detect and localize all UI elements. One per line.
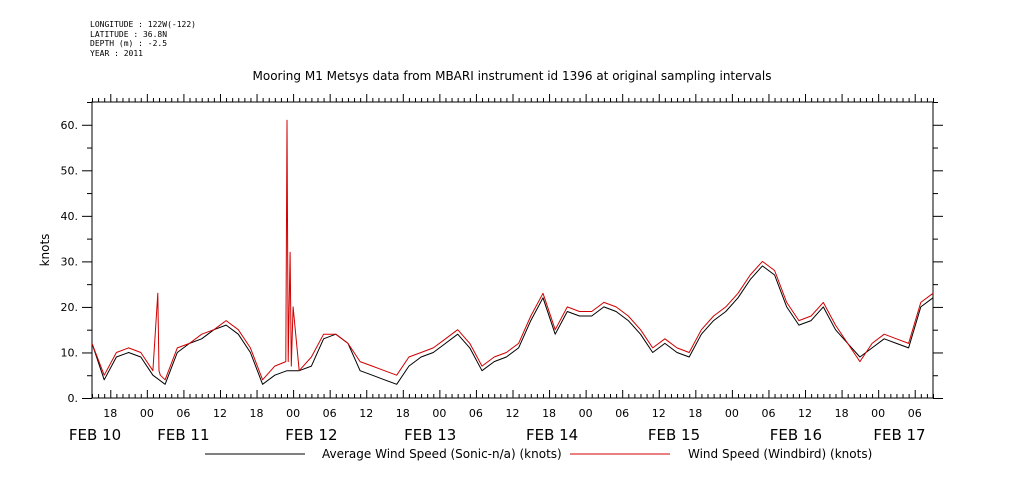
x-day-label: FEB 10 <box>69 426 121 444</box>
legend: Average Wind Speed (Sonic-n/a) (knots) W… <box>205 447 872 461</box>
x-day-label: FEB 15 <box>648 426 700 444</box>
x-hour-tick-label: 06 <box>761 407 775 420</box>
x-hour-tick-label: 12 <box>506 407 520 420</box>
y-tick-label: 10. <box>61 346 79 359</box>
series-group <box>91 119 934 385</box>
metadata-block: LONGITUDE : 122W(-122) LATITUDE : 36.8N DE… <box>90 20 196 58</box>
x-hour-tick-label: 18 <box>250 407 264 420</box>
y-tick-label: 40. <box>61 210 79 223</box>
x-hour-tick-label: 18 <box>396 407 410 420</box>
series-line-windbird-wind-speed <box>91 119 934 381</box>
x-hour-tick-label: 00 <box>725 407 739 420</box>
chart-title: Mooring M1 Metsys data from MBARI instru… <box>253 69 772 83</box>
x-hour-tick-label: 18 <box>542 407 556 420</box>
x-hour-tick-label: 18 <box>835 407 849 420</box>
x-day-label: FEB 17 <box>873 426 925 444</box>
legend-label-average: Average Wind Speed (Sonic-n/a) (knots) <box>322 447 562 461</box>
y-tick-label: 20. <box>61 301 79 314</box>
longitude-label: LONGITUDE : 122W(-122) <box>90 20 196 29</box>
x-hour-tick-label: 06 <box>615 407 629 420</box>
x-day-label: FEB 12 <box>285 426 337 444</box>
depth-label: DEPTH (m) : -2.5 <box>90 39 168 48</box>
latitude-label: LATITUDE : 36.8N <box>90 29 168 39</box>
x-hour-tick-label: 06 <box>469 407 483 420</box>
year-label: YEAR : 2011 <box>90 48 143 58</box>
x-hour-tick-label: 00 <box>579 407 593 420</box>
y-tick-label: 50. <box>61 164 79 177</box>
y-axis-label: knots <box>38 234 52 267</box>
x-hour-tick-label: 00 <box>140 407 154 420</box>
x-day-label: FEB 11 <box>157 426 209 444</box>
x-hour-tick-label: 12 <box>798 407 812 420</box>
x-hour-tick-label: 12 <box>652 407 666 420</box>
y-tick-label: 0. <box>68 392 79 405</box>
y-tick-label: 60. <box>61 119 79 132</box>
x-hour-tick-label: 00 <box>286 407 300 420</box>
x-day-label: FEB 14 <box>526 426 578 444</box>
y-tick-label: 30. <box>61 255 79 268</box>
x-hour-tick-label: 06 <box>323 407 337 420</box>
x-hour-tick-label: 00 <box>871 407 885 420</box>
plot-frame <box>91 101 934 399</box>
x-day-label: FEB 16 <box>770 426 822 444</box>
x-hour-tick-label: 12 <box>359 407 373 420</box>
x-hour-tick-label: 06 <box>176 407 190 420</box>
x-hour-tick-label: 12 <box>213 407 227 420</box>
x-hour-tick-label: 00 <box>432 407 446 420</box>
legend-label-windbird: Wind Speed (Windbird) (knots) <box>688 447 872 461</box>
x-hour-tick-label: 18 <box>103 407 117 420</box>
x-hour-tick-label: 18 <box>688 407 702 420</box>
series-line-average-wind-speed <box>91 265 934 385</box>
x-hour-tick-label: 06 <box>908 407 922 420</box>
axis-ticks: 18 00 06 12 18 00 06 12 18 00 06 12 18 00 06 12 18 00 06 12… <box>61 94 943 444</box>
x-day-label: FEB 13 <box>404 426 456 444</box>
